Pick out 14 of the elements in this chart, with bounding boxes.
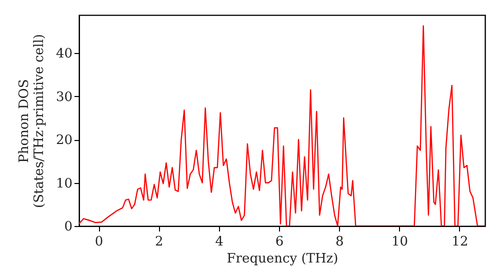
- y-tick-label: 0: [64, 220, 72, 234]
- y-tick-label: 40: [56, 46, 72, 62]
- x-tick-label: 6: [275, 234, 284, 250]
- x-tick-label: 12: [452, 234, 468, 250]
- x-tick-label: 10: [392, 234, 408, 250]
- y-axis-title: Phonon DOS (States/THz·primitive cell): [16, 34, 47, 208]
- y-tick-label: 30: [56, 90, 72, 105]
- x-tick-label: 2: [155, 234, 164, 250]
- x-tick-label: 8: [336, 234, 344, 250]
- x-axis-title: Frequency (THz): [226, 252, 338, 266]
- x-tick-label: 0: [94, 234, 104, 250]
- x-tick-label: 4: [215, 234, 224, 250]
- y-tick-label: 20: [56, 133, 72, 148]
- y-tick-label: 10: [56, 176, 72, 192]
